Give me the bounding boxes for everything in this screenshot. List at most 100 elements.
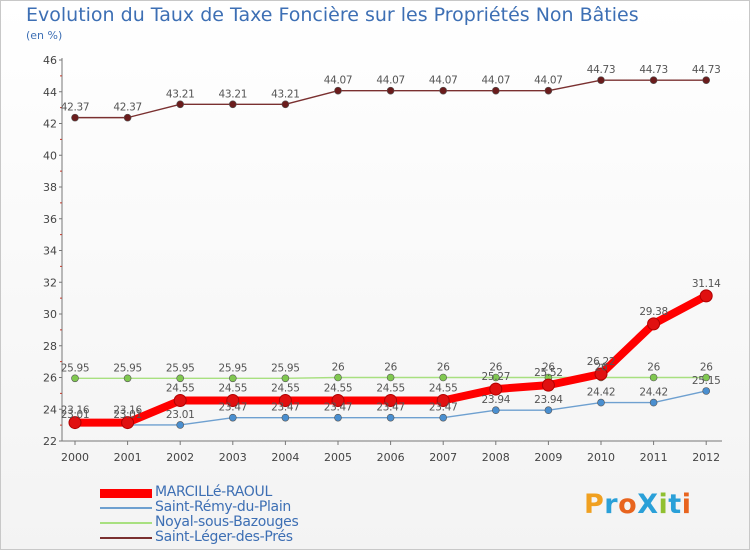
legend-swatch bbox=[100, 537, 152, 539]
data-point bbox=[439, 86, 448, 95]
x-tick-label: 2011 bbox=[640, 451, 668, 464]
data-point bbox=[123, 113, 132, 122]
data-label: 23.16 bbox=[61, 405, 90, 417]
data-point bbox=[71, 374, 79, 383]
data-labels-layer: 23.16 23.16 24.55 24.55 24.55 24.55 24.55 24.55… bbox=[61, 64, 722, 421]
data-label: 25.95 bbox=[166, 362, 195, 374]
data-label: 24.42 bbox=[587, 387, 616, 399]
logo-letter: i bbox=[681, 489, 692, 520]
data-point bbox=[71, 113, 79, 122]
data-point bbox=[702, 76, 711, 84]
data-point bbox=[699, 289, 713, 303]
data-label: 42.37 bbox=[113, 102, 142, 114]
data-point bbox=[176, 100, 184, 109]
data-point bbox=[649, 76, 658, 84]
data-label: 26 bbox=[647, 362, 660, 374]
data-label: 23.47 bbox=[429, 402, 458, 414]
data-point bbox=[121, 416, 135, 430]
x-tick-label: 2007 bbox=[429, 451, 457, 464]
x-tick-label: 2006 bbox=[377, 451, 405, 464]
legend-label: Noyal-sous-Bazouges bbox=[155, 514, 299, 530]
x-tick-label: 2010 bbox=[587, 451, 615, 464]
y-tick-label: 42 bbox=[43, 118, 57, 131]
data-point bbox=[334, 413, 342, 422]
data-label: 25.52 bbox=[534, 367, 563, 379]
x-tick-label: 2001 bbox=[114, 451, 142, 464]
data-label: 26 bbox=[489, 362, 502, 374]
data-label: 23.47 bbox=[219, 402, 248, 414]
chart-axes: 22 24 26 28 30 32 34 36 38 40 42 44 46 2000 2001 2002 20… bbox=[43, 54, 722, 464]
data-label: 29.38 bbox=[639, 306, 668, 318]
data-label: 23.01 bbox=[61, 409, 90, 421]
x-tick-label: 2008 bbox=[482, 451, 510, 464]
y-tick-label: 22 bbox=[43, 435, 57, 448]
data-point bbox=[436, 394, 450, 408]
series-layer bbox=[68, 76, 713, 430]
data-label: 23.47 bbox=[376, 402, 405, 414]
y-tick-label: 34 bbox=[43, 245, 57, 258]
data-point bbox=[123, 374, 132, 383]
data-label: 23.01 bbox=[113, 409, 142, 421]
data-point bbox=[597, 76, 605, 84]
data-label: 26 bbox=[542, 362, 555, 374]
data-point bbox=[173, 394, 187, 408]
data-label: 23.16 bbox=[113, 405, 142, 417]
x-tick-label: 2002 bbox=[166, 451, 194, 464]
logo-letter: i bbox=[658, 489, 669, 520]
legend-label: Saint-Rémy-du-Plain bbox=[155, 499, 291, 515]
data-point bbox=[229, 413, 237, 422]
x-tick-label: 2000 bbox=[61, 451, 89, 464]
y-axis-unit-label: (en %) bbox=[26, 29, 63, 42]
legend-label: MARCILLé-RAOUL bbox=[155, 484, 272, 500]
chart-title: Evolution du Taux de Taxe Foncière sur l… bbox=[26, 4, 639, 26]
data-point bbox=[649, 398, 658, 407]
data-point bbox=[594, 367, 608, 381]
data-point bbox=[597, 398, 605, 407]
data-label: 24.55 bbox=[324, 383, 353, 395]
data-point bbox=[491, 406, 500, 415]
y-tick-label: 28 bbox=[43, 340, 57, 353]
logo-letter: P bbox=[584, 489, 605, 520]
data-point bbox=[281, 413, 290, 422]
logo-letter: X bbox=[637, 489, 659, 520]
data-label: 44.07 bbox=[376, 75, 405, 87]
data-label: 26 bbox=[700, 362, 713, 374]
data-label: 25.95 bbox=[271, 362, 300, 374]
data-point bbox=[384, 394, 398, 408]
y-tick-label: 24 bbox=[43, 403, 57, 416]
y-tick-label: 32 bbox=[43, 276, 57, 289]
data-point bbox=[489, 382, 503, 396]
data-label: 43.21 bbox=[219, 88, 248, 100]
data-label: 24.55 bbox=[166, 383, 195, 395]
data-label: 24.42 bbox=[639, 387, 668, 399]
data-label: 26.22 bbox=[587, 356, 616, 368]
data-point bbox=[334, 86, 342, 95]
data-label: 26 bbox=[384, 362, 397, 374]
data-point bbox=[176, 374, 184, 383]
proxiti-logo: ProXiti bbox=[584, 489, 691, 520]
data-point bbox=[439, 373, 448, 382]
y-tick-label: 30 bbox=[43, 308, 57, 321]
y-tick-label: 46 bbox=[43, 54, 57, 67]
legend-swatch bbox=[100, 507, 152, 509]
data-label: 25.27 bbox=[482, 371, 511, 383]
data-point bbox=[647, 317, 661, 331]
logo-letter: r bbox=[604, 489, 619, 520]
data-label: 42.37 bbox=[61, 102, 90, 114]
legend-swatch bbox=[100, 522, 152, 524]
data-point bbox=[334, 373, 342, 382]
data-label: 25.95 bbox=[61, 362, 90, 374]
data-point bbox=[702, 387, 711, 395]
x-tick-label: 2004 bbox=[271, 451, 299, 464]
data-point bbox=[386, 373, 395, 382]
logo-letter: o bbox=[618, 489, 638, 520]
data-label: 44.07 bbox=[482, 75, 511, 87]
data-point bbox=[226, 394, 240, 408]
data-label: 26 bbox=[332, 362, 345, 374]
data-label: 43.21 bbox=[271, 88, 300, 100]
legend-label: Saint-Léger-des-Prés bbox=[155, 529, 293, 545]
data-point bbox=[439, 413, 448, 422]
y-tick-label: 40 bbox=[43, 149, 57, 162]
